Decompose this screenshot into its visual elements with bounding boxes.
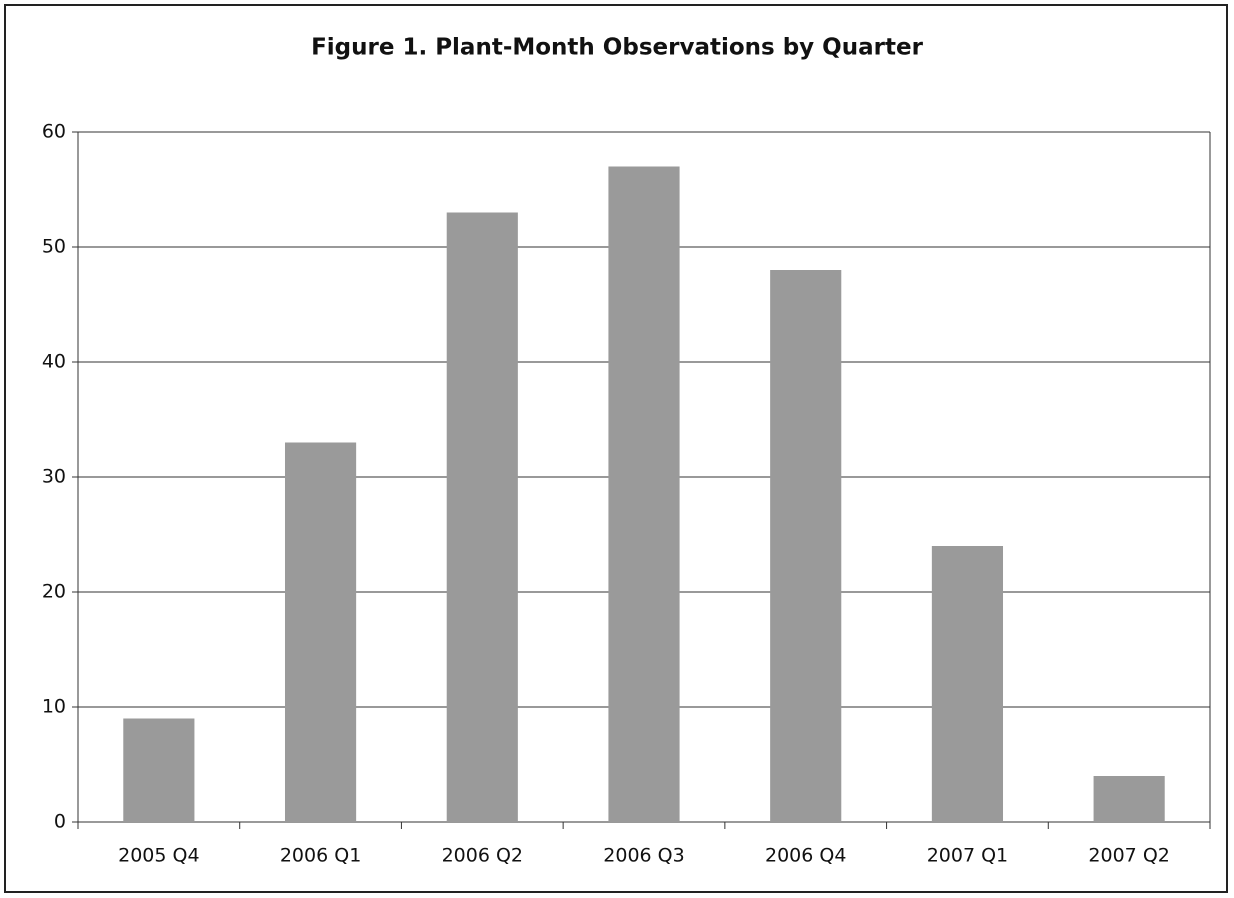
bar [123, 718, 195, 822]
bar [284, 442, 357, 822]
x-tick-label: 2005 Q4 [118, 845, 199, 867]
y-tick-label: 10 [42, 696, 66, 718]
x-tick-label: 2006 Q4 [765, 845, 846, 867]
y-tick-label: 30 [42, 466, 66, 488]
x-tick-label: 2006 Q2 [442, 845, 523, 867]
y-tick-label: 20 [42, 581, 66, 603]
chart-title: Figure 1. Plant-Month Observations by Qu… [311, 35, 924, 61]
y-tick-label: 60 [42, 121, 66, 143]
y-tick-label: 0 [54, 811, 66, 833]
bar [446, 212, 518, 822]
bar [608, 166, 680, 822]
x-tick-label: 2006 Q1 [280, 845, 361, 867]
x-tick-label: 2007 Q1 [927, 845, 1008, 867]
y-tick-label: 50 [42, 236, 66, 258]
x-tick-label: 2006 Q3 [603, 845, 684, 867]
bar [1093, 776, 1165, 822]
bar [931, 546, 1004, 822]
bar [770, 270, 842, 822]
x-tick-label: 2007 Q2 [1088, 845, 1169, 867]
y-tick-label: 40 [42, 351, 66, 373]
